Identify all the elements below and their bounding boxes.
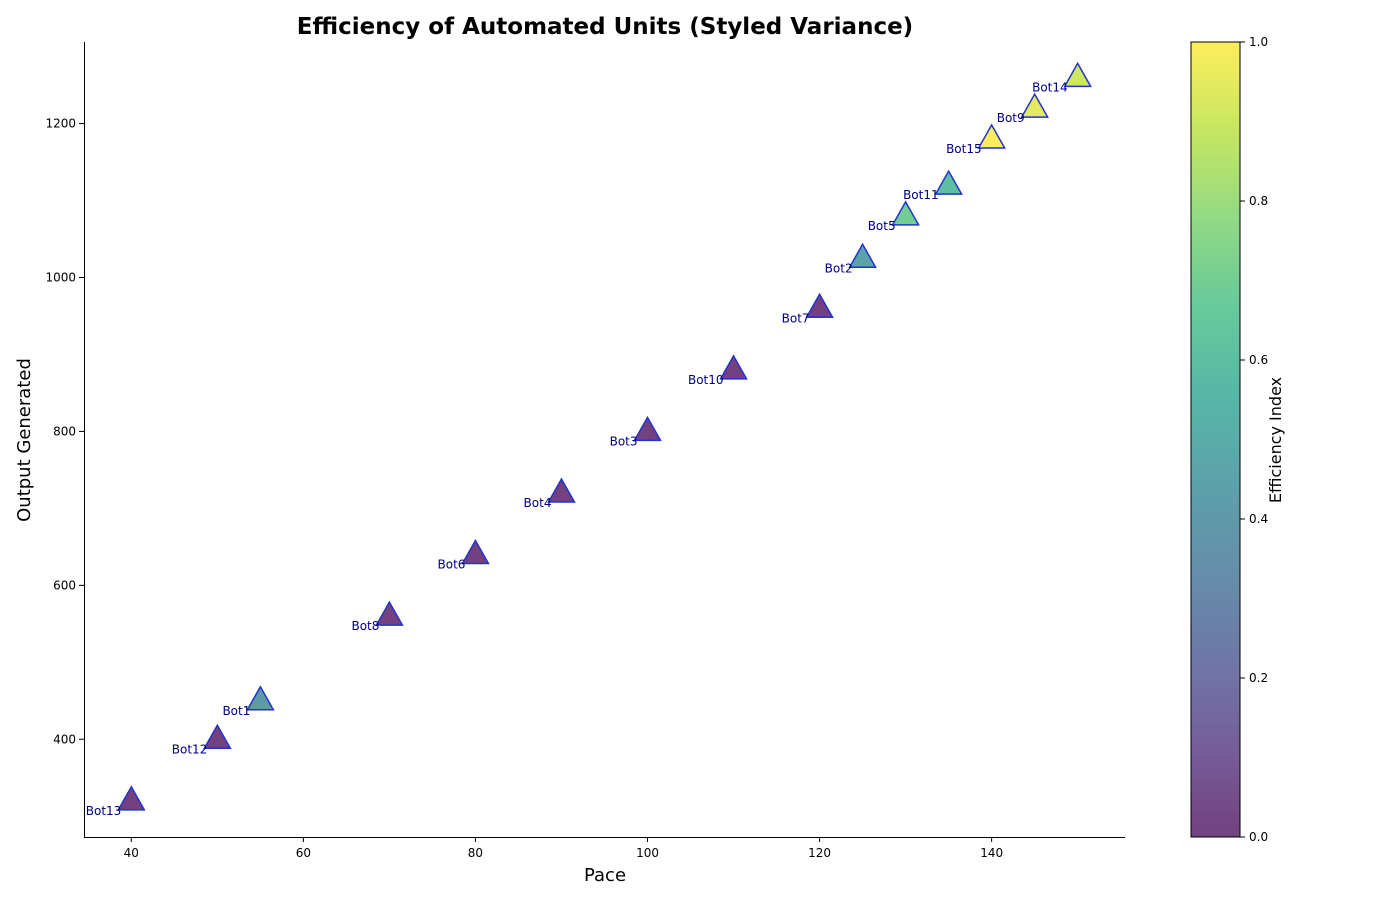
y-tick-label: 600 [53, 578, 76, 592]
data-label-bot12: Bot12 [172, 742, 208, 756]
x-ticks: 40 60 80 100 120 140 [124, 837, 1003, 860]
data-label-bot13: Bot13 [86, 804, 122, 818]
data-label-bot3: Bot3 [610, 434, 638, 448]
colorbar-gradient [1191, 42, 1240, 837]
data-label-bot15: Bot15 [946, 142, 982, 156]
data-points [117, 61, 1092, 811]
data-point-bot3 [633, 415, 662, 442]
data-label-bot5: Bot5 [868, 219, 896, 233]
data-labels: Bot13 Bot12 Bot1 Bot8 Bot6 Bot4 Bot3 Bot10 Bot7 B… [86, 80, 1068, 817]
colorbar-title: Efficiency Index [1266, 377, 1285, 503]
y-ticks: 400 600 800 1000 1200 [45, 117, 84, 746]
y-axis-title: Output Generated [14, 358, 35, 522]
data-label-bot6: Bot6 [438, 558, 466, 572]
y-tick-label: 800 [53, 424, 76, 438]
x-tick-label: 140 [980, 846, 1003, 860]
data-point-bot8 [375, 600, 404, 626]
data-label-bot10: Bot10 [688, 373, 724, 387]
data-point-bot11 [934, 169, 963, 195]
data-point-bot15 [977, 123, 1006, 149]
data-label-bot9: Bot9 [997, 111, 1025, 125]
data-label-bot2: Bot2 [825, 261, 853, 275]
data-label-bot1: Bot1 [222, 704, 250, 718]
chart-title: Efficiency of Automated Units (Styled Va… [297, 14, 913, 40]
data-point-bot5 [891, 200, 920, 226]
x-tick-label: 40 [124, 846, 139, 860]
x-tick-label: 60 [296, 846, 311, 860]
colorbar-tick-label: 0.2 [1249, 671, 1268, 685]
data-point-bot4 [547, 477, 576, 503]
data-label-bot11: Bot11 [903, 188, 939, 202]
colorbar-ticks: 0.0 0.2 0.4 0.6 0.8 1.0 [1240, 35, 1268, 844]
data-point-bot2 [848, 242, 877, 269]
data-label-bot8: Bot8 [351, 619, 379, 633]
data-label-bot14: Bot14 [1032, 80, 1068, 94]
x-tick-label: 100 [636, 846, 659, 860]
y-tick-label: 1000 [45, 270, 76, 284]
data-point-bot14 [1063, 61, 1092, 88]
data-label-bot7: Bot7 [782, 311, 810, 325]
y-tick-label: 1200 [45, 117, 76, 131]
data-point-bot6 [461, 539, 490, 565]
colorbar-tick-label: 0.4 [1249, 512, 1268, 526]
data-point-bot7 [805, 292, 834, 319]
data-point-bot10 [719, 354, 748, 380]
x-tick-label: 80 [468, 846, 483, 860]
data-point-bot13 [117, 785, 146, 811]
data-label-bot4: Bot4 [524, 496, 552, 510]
x-tick-label: 120 [808, 846, 831, 860]
colorbar-tick-label: 0.8 [1249, 194, 1268, 208]
y-tick-label: 400 [53, 732, 76, 746]
colorbar-frame [1190, 41, 1241, 838]
colorbar-tick-label: 0.6 [1249, 353, 1268, 367]
colorbar-tick-label: 1.0 [1249, 35, 1268, 49]
colorbar: 0.0 0.2 0.4 0.6 0.8 1.0 Efficiency Index [1190, 35, 1285, 844]
data-point-bot1 [246, 685, 275, 711]
data-point-bot9 [1020, 92, 1049, 118]
colorbar-tick-label: 0.0 [1249, 830, 1268, 844]
data-point-bot12 [203, 723, 232, 750]
x-axis-title: Pace [584, 865, 626, 886]
